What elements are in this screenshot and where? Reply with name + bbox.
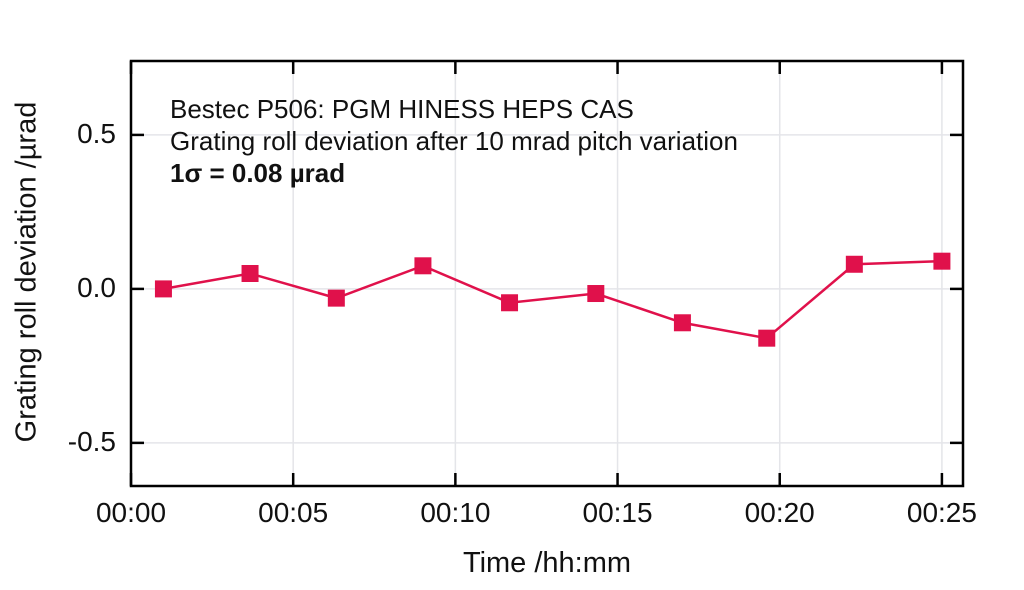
data-point-marker bbox=[241, 265, 259, 282]
annotation-line-2: Grating roll deviation after 10 mrad pit… bbox=[170, 126, 738, 156]
x-tick-label: 00:25 bbox=[906, 497, 977, 528]
data-point-marker bbox=[501, 294, 519, 312]
inline-annotation: Bestec P506: PGM HINESS HEPS CAS Grating… bbox=[170, 93, 738, 189]
series-line bbox=[163, 259, 942, 340]
x-axis-title: Time /hh:mm bbox=[462, 547, 632, 579]
data-point-marker bbox=[758, 329, 776, 347]
x-tick-label: 00:15 bbox=[582, 497, 653, 528]
data-point-marker bbox=[673, 314, 691, 332]
data-point-marker bbox=[414, 257, 432, 275]
data-point-marker bbox=[154, 280, 172, 298]
plot-border bbox=[129, 59, 965, 488]
annotation-line-sigma: 1σ = 0.08 µrad bbox=[170, 158, 346, 188]
data-point-marker bbox=[587, 285, 605, 303]
x-tick-label: 00:10 bbox=[420, 497, 491, 528]
x-tick-label: 00:05 bbox=[258, 497, 329, 528]
x-tick-label: 00:20 bbox=[744, 497, 815, 528]
annotation-line-1: Bestec P506: PGM HINESS HEPS CAS bbox=[170, 94, 634, 124]
data-point-marker bbox=[933, 252, 951, 270]
y-tick-label: 0.0 bbox=[77, 271, 116, 303]
data-point-marker bbox=[845, 255, 863, 273]
y-tick-label: 0.5 bbox=[77, 117, 116, 149]
x-tick-label: 00:00 bbox=[95, 497, 167, 528]
y-tick-label: -0.5 bbox=[67, 425, 116, 457]
data-point-marker bbox=[327, 289, 345, 307]
